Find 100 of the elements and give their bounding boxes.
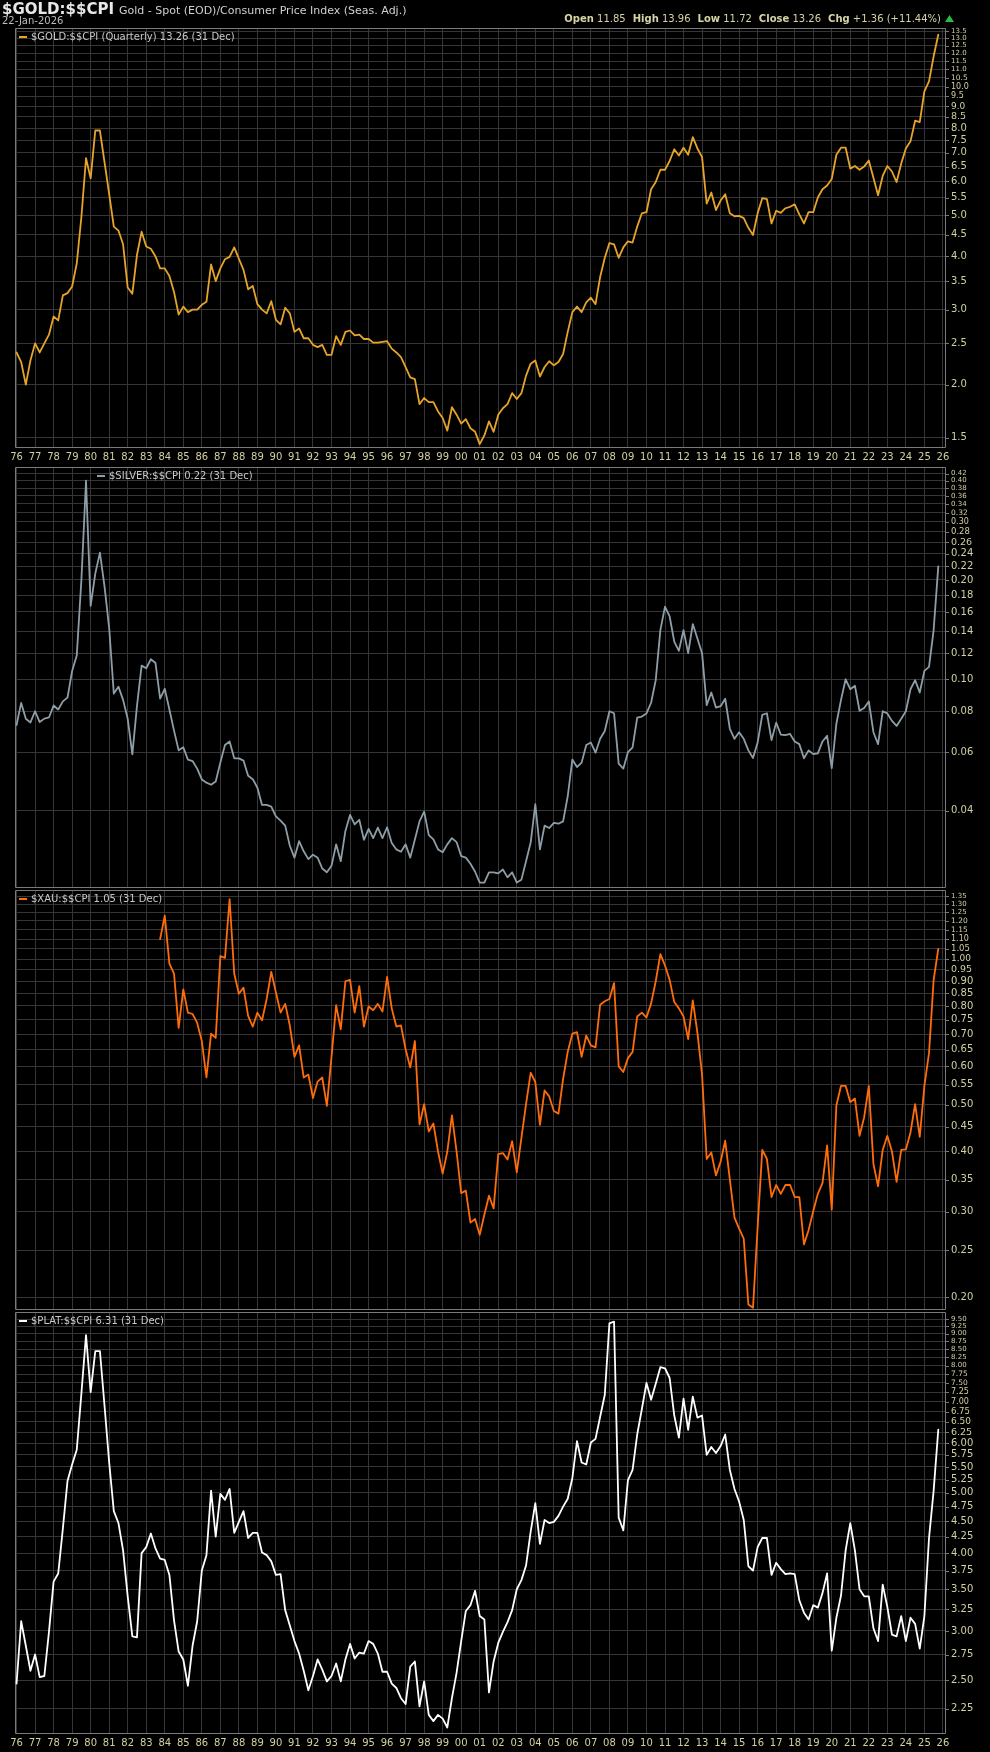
x-tick-label: 99 (436, 1736, 450, 1748)
x-tick-label: 04 (528, 1736, 542, 1748)
y-tick-label: 0.24 (951, 547, 974, 559)
x-tick-label: 20 (825, 1736, 839, 1748)
text: Low 11.72 (697, 13, 752, 24)
x-tick-label: 80 (84, 450, 98, 462)
y-tick-label: 0.40 (951, 1145, 974, 1157)
x-tick-label: 97 (399, 450, 412, 462)
y-tick-label: 7.5 (951, 133, 967, 145)
y-tick-label: 7.00 (951, 1396, 969, 1406)
y-tick-label: 6.25 (951, 1425, 973, 1437)
x-tick-label: 76 (10, 450, 23, 462)
y-tick-label: 3.0 (951, 303, 967, 315)
x-tick-label: 97 (399, 1736, 412, 1748)
x-tick-label: 06 (566, 450, 579, 462)
x-tick-label: 82 (121, 450, 135, 462)
text: Chg +1.36 (+11.44%) (828, 13, 941, 24)
x-tick-label: 92 (306, 1736, 320, 1748)
x-tick-label: 15 (732, 450, 746, 462)
x-tick-label: 10 (640, 1736, 653, 1748)
x-tick-label: 94 (343, 450, 357, 462)
x-tick-label: 87 (213, 450, 227, 462)
x-tick-label: 20 (825, 450, 839, 462)
text: 22-Jan-2026 (2, 15, 64, 26)
y-tick-label: 7.0 (951, 146, 967, 158)
x-tick-label: 95 (362, 450, 375, 462)
y-tick-label: 0.26 (951, 535, 973, 547)
x-tick-label: 24 (899, 1736, 913, 1748)
legend-label: $SILVER:$$CPI 0.22 (31 Dec) (109, 470, 253, 482)
x-tick-label: 89 (251, 450, 264, 462)
y-tick-label: 2.75 (951, 1648, 974, 1660)
y-tick-label: 0.08 (951, 704, 974, 716)
x-tick-label: 17 (769, 450, 783, 462)
x-tick-label: 93 (325, 1736, 338, 1748)
x-tick-label: 79 (65, 1736, 79, 1748)
x-tick-label: 03 (510, 450, 524, 462)
x-tick-label: 18 (788, 450, 802, 462)
x-tick-label: 02 (491, 450, 505, 462)
y-tick-label: 0.55 (951, 1078, 974, 1090)
y-tick-label: 6.5 (951, 160, 967, 172)
x-tick-label: 21 (843, 1736, 857, 1748)
x-tick-label: 09 (621, 1736, 635, 1748)
x-tick-label: 26 (936, 450, 950, 462)
y-tick-label: 5.25 (951, 1473, 974, 1485)
x-tick-label: 24 (899, 450, 913, 462)
y-tick-label: 5.75 (951, 1448, 974, 1460)
y-tick-label: 5.0 (951, 208, 967, 220)
x-tick-label: 92 (306, 450, 320, 462)
y-tick-label: 3.5 (951, 274, 967, 286)
y-tick-label: 2.5 (951, 336, 967, 348)
x-tick-label: 07 (584, 450, 598, 462)
x-tick-label: 22 (862, 1736, 876, 1748)
text: High 13.96 (632, 13, 691, 24)
x-tick-label: 19 (806, 450, 820, 462)
y-tick-label: 0.90 (951, 974, 974, 986)
x-tick-label: 08 (603, 450, 616, 462)
y-tick-label: 0.50 (951, 1098, 974, 1110)
y-tick-label: 2.50 (951, 1673, 974, 1685)
y-tick-label: 1.10 (951, 934, 969, 944)
x-tick-label: 09 (621, 450, 635, 462)
x-tick-label: 94 (343, 1736, 357, 1748)
y-tick-label: 6.75 (951, 1405, 970, 1416)
y-tick-label: 9.0 (951, 100, 966, 111)
x-tick-label: 85 (176, 450, 190, 462)
chart-title: $GOLD:$$CPI (2, 0, 114, 18)
x-tick-label: 85 (176, 1736, 190, 1748)
y-tick-label: 1.5 (951, 431, 967, 443)
y-tick-label: 0.16 (951, 605, 974, 617)
x-tick-label: 98 (417, 1736, 431, 1748)
y-tick-label: 0.80 (951, 999, 974, 1011)
y-tick-label: 2.25 (951, 1702, 974, 1714)
x-tick-label: 90 (269, 1736, 283, 1748)
y-tick-label: 0.35 (951, 1173, 974, 1185)
y-tick-label: 6.0 (951, 175, 967, 186)
x-tick-label: 23 (880, 450, 894, 462)
y-tick-label: 0.28 (951, 525, 970, 536)
x-tick-label: 11 (658, 1736, 672, 1748)
x-tick-label: 90 (269, 450, 283, 462)
y-tick-label: 2.0 (951, 378, 967, 390)
y-tick-label: 0.20 (951, 1290, 974, 1302)
x-tick-label: 00 (454, 1736, 468, 1748)
x-tick-label: 98 (417, 450, 431, 462)
x-tick-label: 13 (695, 450, 709, 462)
y-tick-label: 3.00 (951, 1624, 974, 1636)
x-tick-label: 83 (139, 1736, 153, 1748)
x-tick-label: 88 (232, 1736, 246, 1748)
x-tick-label: 26 (936, 1736, 950, 1748)
y-tick-label: 8.0 (951, 121, 967, 133)
x-tick-label: 25 (918, 1736, 931, 1748)
y-tick-label: 0.06 (951, 746, 974, 758)
x-tick-label: 91 (288, 1736, 301, 1748)
x-tick-label: 93 (325, 450, 338, 462)
y-tick-label: 0.25 (951, 1243, 974, 1255)
y-tick-label: 0.85 (951, 986, 974, 998)
x-tick-label: 22 (862, 450, 876, 462)
y-tick-label: 8.5 (951, 110, 967, 122)
y-tick-label: 1.05 (951, 943, 970, 954)
x-tick-label: 14 (714, 1736, 727, 1748)
y-tick-label: 0.70 (951, 1027, 974, 1039)
x-tick-label: 16 (751, 1736, 765, 1748)
